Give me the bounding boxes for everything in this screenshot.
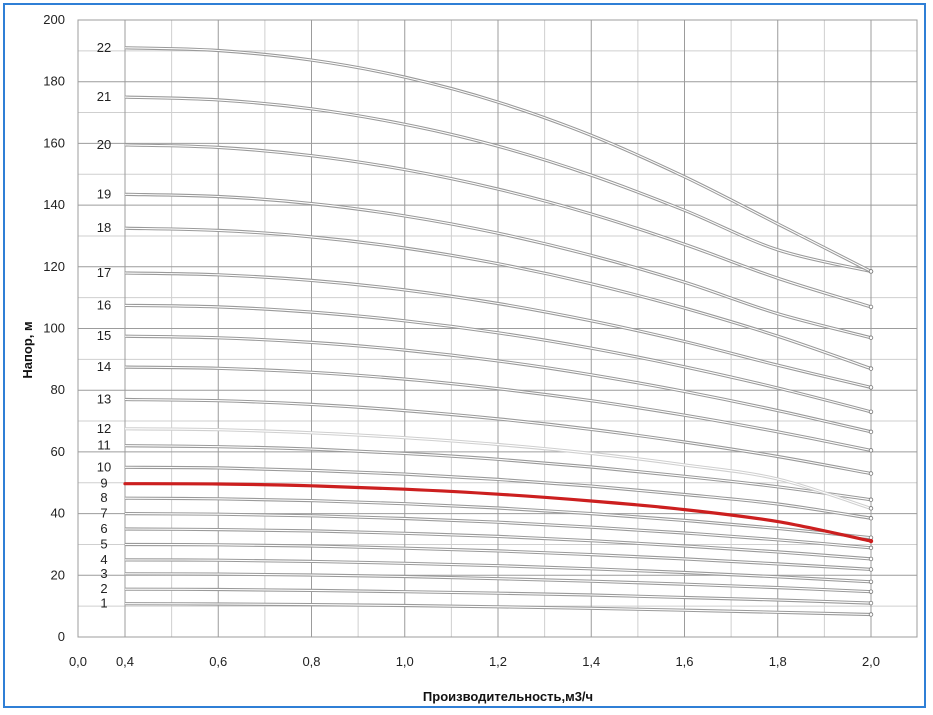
curve-endpoint bbox=[868, 556, 874, 562]
curve-label-17: 17 bbox=[97, 265, 111, 280]
curve-endpoint bbox=[868, 471, 874, 476]
curve-endpoint bbox=[868, 385, 874, 390]
y-tick-label: 60 bbox=[51, 444, 65, 459]
curve-14-core bbox=[124, 366, 872, 451]
curve-endpoint bbox=[868, 429, 874, 435]
plot-area-border bbox=[77, 19, 918, 638]
curve-9 bbox=[123, 482, 873, 543]
x-tick-label: 1,4 bbox=[582, 654, 600, 669]
curve-label-8: 8 bbox=[100, 490, 107, 505]
x-tick-label: 1,2 bbox=[489, 654, 507, 669]
y-tick-label: 140 bbox=[43, 197, 65, 212]
curve-18-core bbox=[124, 227, 872, 370]
curve-endpoint bbox=[868, 612, 874, 617]
curve-6-core bbox=[124, 528, 872, 560]
curve-endpoint bbox=[868, 579, 874, 584]
curve-endpoint bbox=[868, 366, 874, 371]
curve-20-core bbox=[124, 144, 872, 308]
x-tick-label: 2,0 bbox=[862, 654, 880, 669]
curve-label-4: 4 bbox=[100, 552, 107, 567]
curve-label-10: 10 bbox=[97, 459, 111, 474]
curve-label-12: 12 bbox=[97, 421, 111, 436]
curve-4-core bbox=[124, 559, 872, 583]
y-tick-labels: 0 20 40 60 80 100 120 140 160 180 200 bbox=[43, 12, 65, 644]
x-tick-label: 0,8 bbox=[302, 654, 320, 669]
curve-label-19: 19 bbox=[97, 186, 111, 201]
plot-border-rect bbox=[77, 19, 918, 638]
curve-3-core bbox=[124, 573, 872, 593]
curve-15-core bbox=[124, 335, 872, 433]
x-axis-title: Производительность,м3/ч bbox=[423, 689, 593, 704]
curve-endpoint bbox=[868, 545, 874, 551]
curve-12-core bbox=[124, 428, 872, 509]
y-tick-label: 120 bbox=[43, 259, 65, 274]
pump-curves bbox=[123, 46, 874, 617]
x-tick-label: 0,6 bbox=[209, 654, 227, 669]
curve-endpoint bbox=[868, 600, 874, 606]
curve-16-core bbox=[124, 304, 872, 413]
curve-label-11: 11 bbox=[97, 438, 111, 453]
curve-13-core bbox=[124, 398, 872, 475]
curve-label-18: 18 bbox=[97, 220, 111, 235]
curve-label-15: 15 bbox=[97, 328, 111, 343]
curve-label-9: 9 bbox=[100, 476, 107, 491]
curve-label-5: 5 bbox=[100, 536, 107, 551]
y-tick-label: 0 bbox=[58, 629, 65, 644]
curve-endpoint bbox=[868, 506, 874, 511]
curve-endpoint bbox=[868, 335, 874, 340]
curve-label-14: 14 bbox=[97, 359, 111, 374]
curve-label-21: 21 bbox=[97, 89, 111, 104]
y-tick-label: 80 bbox=[51, 382, 65, 397]
curve-endpoint bbox=[868, 589, 874, 594]
curve-label-1: 1 bbox=[100, 596, 107, 611]
x-tick-labels: 0,0 0,4 0,6 0,8 1,0 1,2 1,4 1,6 1,8 2,0 bbox=[69, 654, 880, 669]
curve-21-core bbox=[124, 96, 872, 272]
y-tick-label: 160 bbox=[43, 135, 65, 150]
curve-endpoint bbox=[868, 269, 874, 274]
y-tick-label: 20 bbox=[51, 567, 65, 582]
curve-1-core bbox=[124, 603, 872, 616]
curve-label-7: 7 bbox=[100, 506, 107, 521]
curve-endpoint bbox=[868, 409, 874, 414]
curve-label-20: 20 bbox=[97, 137, 111, 152]
curve-endpoint bbox=[868, 567, 874, 572]
curve-10-core bbox=[124, 466, 872, 519]
curve-label-3: 3 bbox=[100, 566, 107, 581]
curve-label-22: 22 bbox=[97, 40, 111, 55]
curve-label-16: 16 bbox=[97, 297, 111, 312]
curve-endpoint bbox=[868, 497, 874, 502]
curve-endpoint bbox=[868, 538, 874, 544]
curve-label-6: 6 bbox=[100, 521, 107, 536]
curve-endpoint bbox=[868, 516, 874, 521]
x-tick-label: 1,0 bbox=[396, 654, 414, 669]
y-tick-label: 180 bbox=[43, 74, 65, 89]
x-tick-label: 1,8 bbox=[769, 654, 787, 669]
y-tick-label: 100 bbox=[43, 321, 65, 336]
curve-label-2: 2 bbox=[100, 581, 107, 596]
curve-22-core bbox=[124, 47, 872, 272]
curve-8-core bbox=[124, 497, 872, 539]
curve-19-core bbox=[124, 193, 872, 339]
curve-endpoint bbox=[868, 304, 874, 310]
y-tick-label: 40 bbox=[51, 506, 65, 521]
x-tick-label: 0,4 bbox=[116, 654, 134, 669]
curve-17-core bbox=[124, 272, 872, 388]
curve-2-core bbox=[124, 588, 872, 604]
y-tick-label: 200 bbox=[43, 12, 65, 27]
curve-endpoint bbox=[868, 448, 874, 453]
x-tick-label: 1,6 bbox=[675, 654, 693, 669]
curve-7-core bbox=[124, 513, 872, 549]
curve-11-core bbox=[124, 445, 872, 501]
curve-label-13: 13 bbox=[97, 391, 111, 406]
y-axis-title: Напор, м bbox=[20, 321, 35, 378]
curve-5-core bbox=[124, 543, 872, 570]
x-tick-label: 0,0 bbox=[69, 654, 87, 669]
